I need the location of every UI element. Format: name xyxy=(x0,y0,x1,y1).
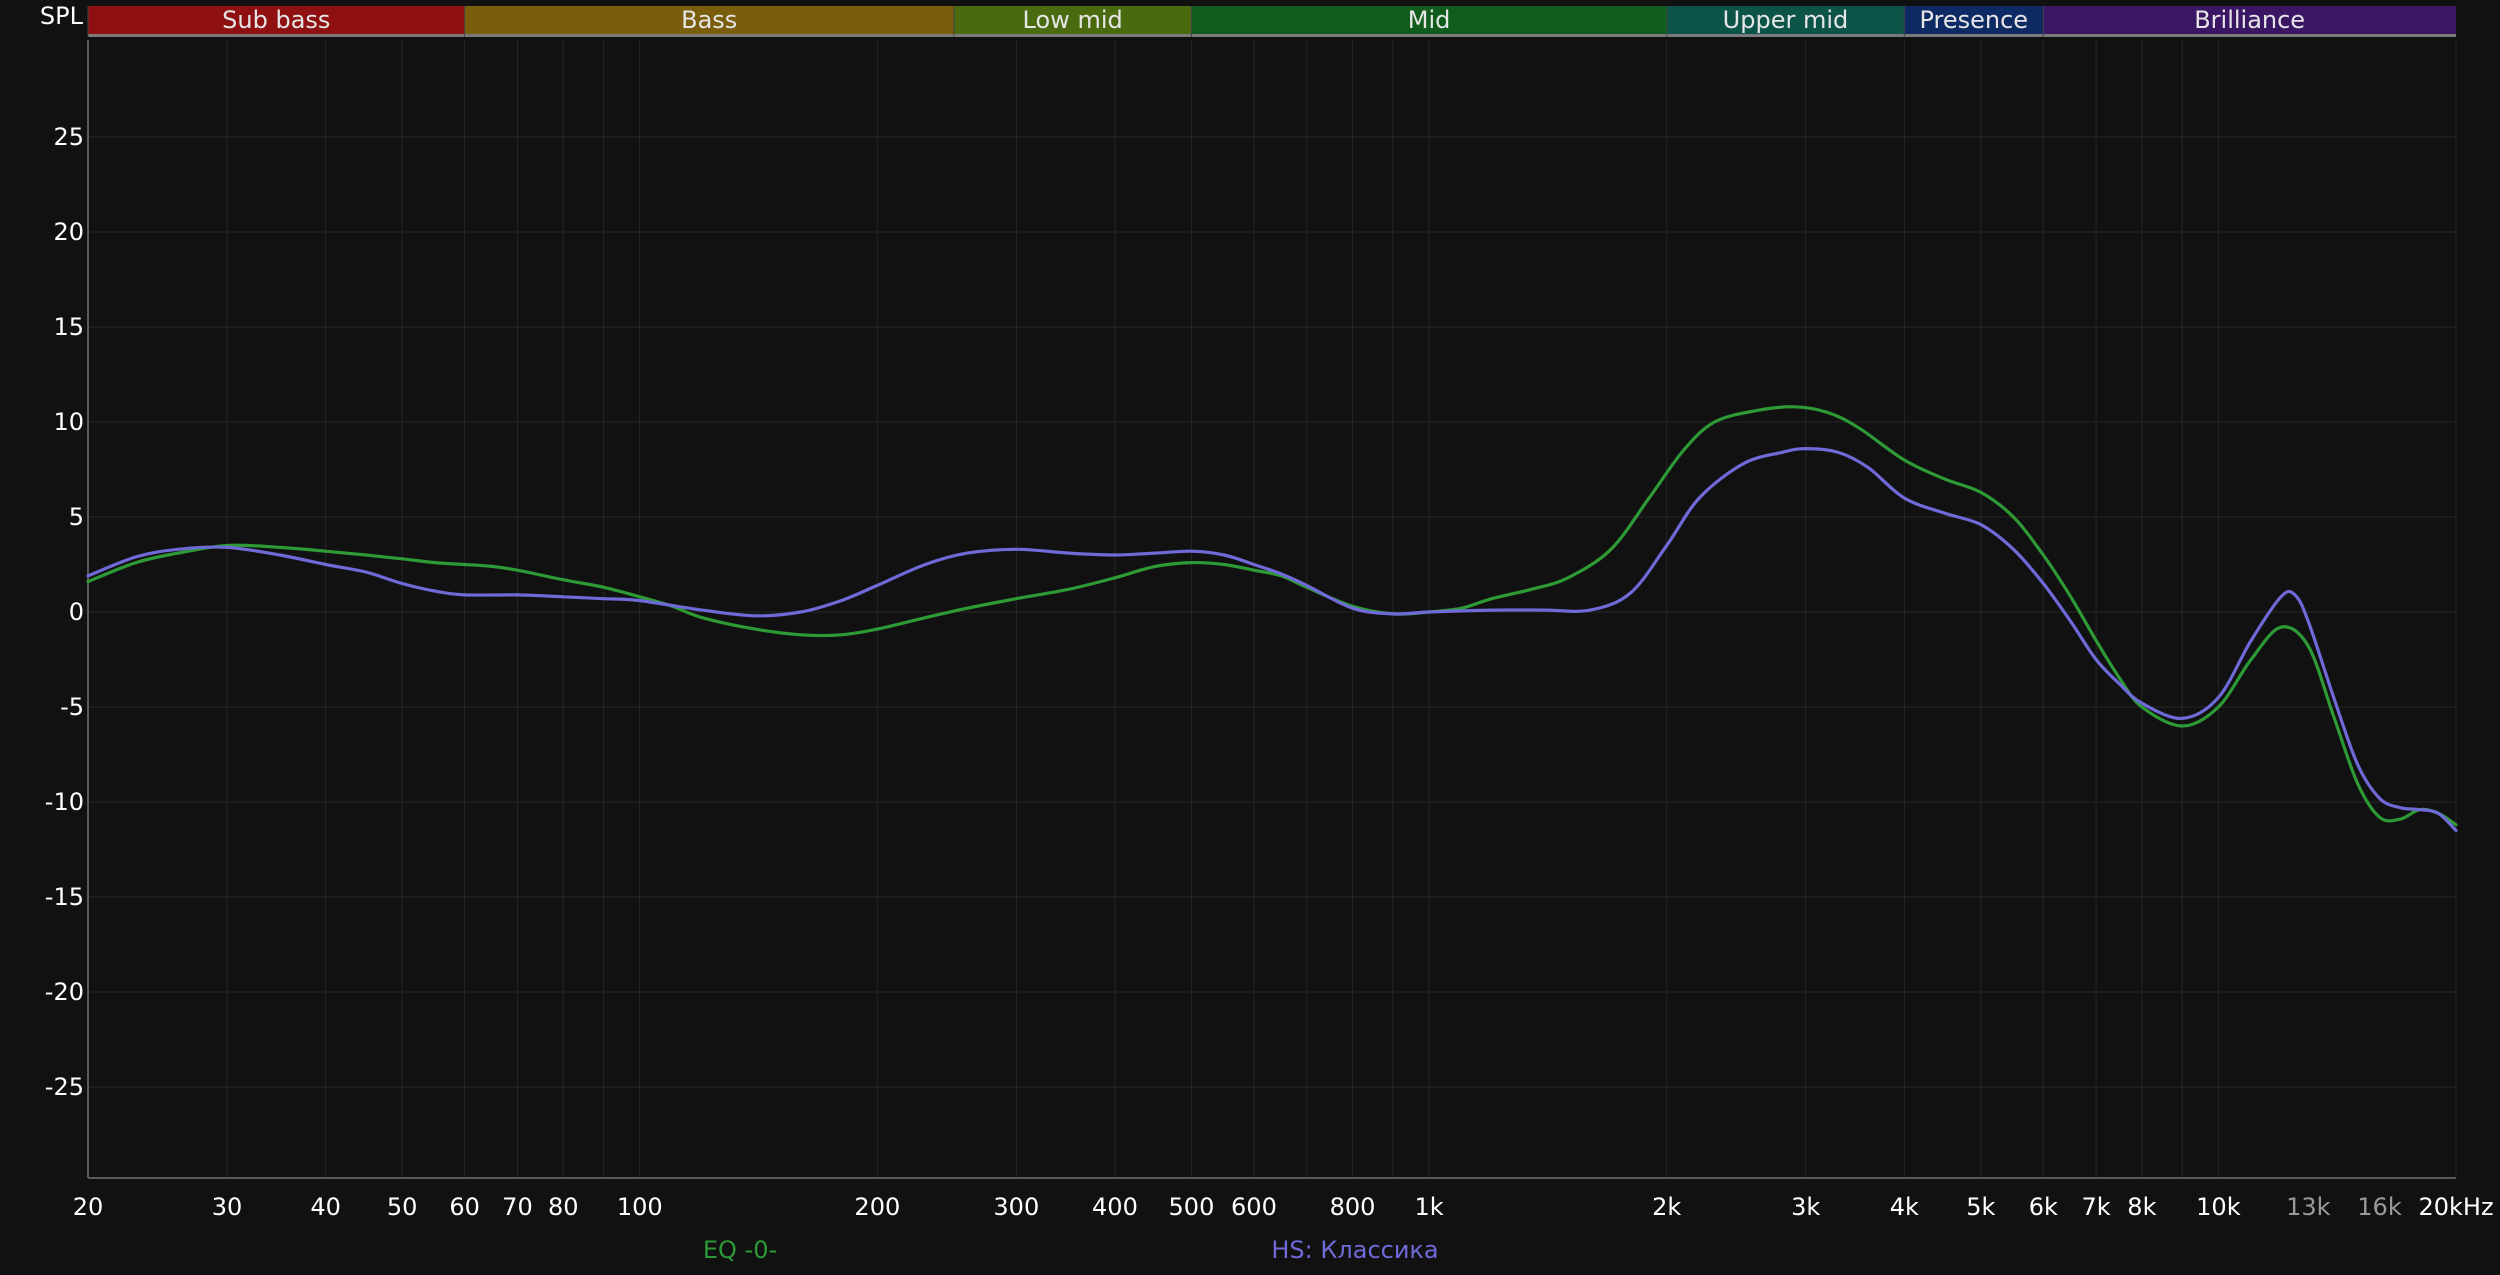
y-tick-label: -10 xyxy=(45,788,84,816)
series-line-1 xyxy=(86,447,2458,833)
y-tick-label: 25 xyxy=(53,123,84,151)
x-tick-label: 16k xyxy=(2357,1193,2402,1221)
y-tick-label: -20 xyxy=(45,978,84,1006)
x-tick-label: 6k xyxy=(2029,1193,2058,1221)
band-underline xyxy=(1666,34,1905,37)
x-tick-label: 10k xyxy=(2196,1193,2241,1221)
band-label: Mid xyxy=(1408,6,1451,34)
x-tick-label: 300 xyxy=(993,1193,1039,1221)
y-tick-label: -15 xyxy=(45,883,84,911)
y-tick-label: -25 xyxy=(45,1073,84,1101)
band-bar xyxy=(1666,6,1905,34)
band-brilliance: Brilliance xyxy=(2042,6,2456,37)
band-bar xyxy=(1904,6,2044,34)
x-tick-label: 600 xyxy=(1231,1193,1277,1221)
band-mid: Mid xyxy=(1190,6,1667,37)
frequency-bands: Sub bass Bass Low mid Mid Upper mid Presence B… xyxy=(87,6,2456,37)
band-bar xyxy=(953,6,1192,34)
x-tick-label: 800 xyxy=(1330,1193,1376,1221)
x-tick-label: 80 xyxy=(548,1193,579,1221)
x-tick-label: 4k xyxy=(1890,1193,1919,1221)
band-underline xyxy=(953,34,1192,37)
x-tick-label: 200 xyxy=(854,1193,900,1221)
x-tick-label: 400 xyxy=(1092,1193,1138,1221)
x-tick-label: 2k xyxy=(1652,1193,1681,1221)
y-tick-label: 15 xyxy=(53,313,84,341)
band-label: Low mid xyxy=(1023,6,1123,34)
legend-entry[interactable]: HS: Классика xyxy=(1271,1236,1438,1264)
series-lines xyxy=(86,405,2458,833)
x-tick-label: 40 xyxy=(310,1193,341,1221)
x-tick-label: 60 xyxy=(449,1193,480,1221)
legend-entry[interactable]: EQ -0- xyxy=(703,1236,777,1264)
x-tick-label: 20kHz xyxy=(2418,1193,2493,1221)
band-bass: Bass xyxy=(464,6,954,37)
x-tick-label: 70 xyxy=(502,1193,533,1221)
x-tick-label: 100 xyxy=(617,1193,663,1221)
x-tick-label: 8k xyxy=(2127,1193,2156,1221)
y-tick-label: -5 xyxy=(60,693,84,721)
band-low-mid: Low mid xyxy=(953,6,1192,37)
band-label: Brilliance xyxy=(2194,6,2305,34)
band-bar xyxy=(88,6,465,34)
x-tick-label: 500 xyxy=(1169,1193,1215,1221)
band-sub-bass: Sub bass xyxy=(87,6,465,37)
x-tick-label: 30 xyxy=(212,1193,243,1221)
band-underline xyxy=(1904,34,2044,37)
y-tick-label: 10 xyxy=(53,408,84,436)
band-underline xyxy=(464,34,954,37)
axes xyxy=(87,40,2456,1179)
band-label: Upper mid xyxy=(1723,6,1849,34)
y-tick-label: 5 xyxy=(69,503,84,531)
x-tick-label: 3k xyxy=(1791,1193,1820,1221)
band-bar xyxy=(2043,6,2456,34)
x-tick-label: 50 xyxy=(387,1193,418,1221)
y-tick-label: 0 xyxy=(69,598,84,626)
y-tick-label: 20 xyxy=(53,218,84,246)
band-label: Sub bass xyxy=(222,6,330,34)
x-tick-label: 5k xyxy=(1966,1193,1995,1221)
legend: EQ -0- HS: Классика xyxy=(703,1236,1439,1264)
y-axis-label: SPL xyxy=(40,2,84,30)
band-label: Bass xyxy=(681,6,737,34)
band-label: Presence xyxy=(1919,6,2028,34)
x-tick-label: 20 xyxy=(73,1193,104,1221)
band-presence: Presence xyxy=(1903,6,2044,37)
band-underline xyxy=(88,34,465,37)
band-underline xyxy=(1191,34,1667,37)
x-tick-label: 7k xyxy=(2082,1193,2111,1221)
band-bar xyxy=(1191,6,1667,34)
band-underline xyxy=(2043,34,2456,37)
x-tick-label: 13k xyxy=(2286,1193,2331,1221)
band-upper-mid: Upper mid xyxy=(1666,6,1905,37)
x-tick-label: 1k xyxy=(1414,1193,1443,1221)
band-bar xyxy=(464,6,954,34)
